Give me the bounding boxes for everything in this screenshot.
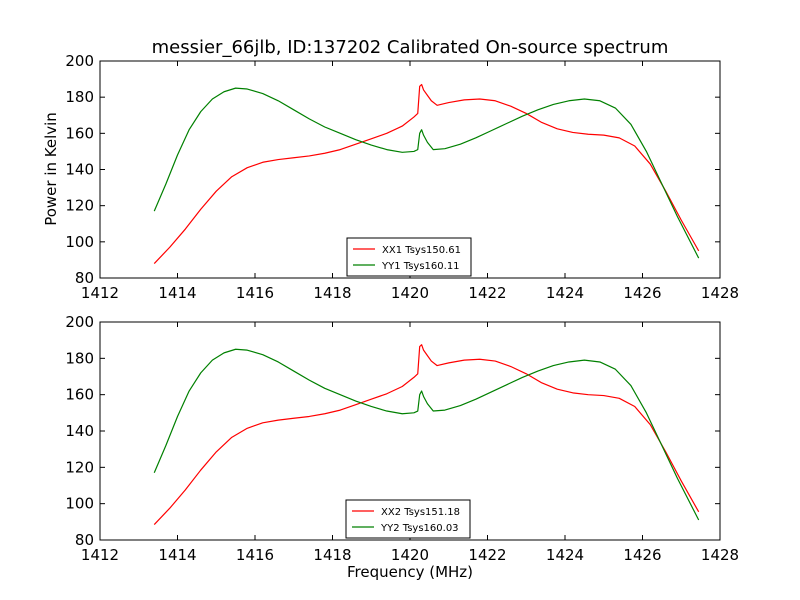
legend-label: XX1 Tsys150.61 (382, 245, 461, 256)
x-tick-label: 1412 (81, 546, 119, 564)
series-line-yy (153, 87, 700, 259)
y-tick-label: 120 (65, 197, 94, 215)
figure-title: messier_66jlb, ID:137202 Calibrated On-s… (152, 37, 669, 58)
series-line-xx (153, 344, 700, 525)
y-tick-label: 160 (65, 386, 94, 404)
x-tick-label: 1416 (236, 284, 274, 302)
y-tick-label: 140 (65, 161, 94, 179)
x-tick-label: 1414 (158, 546, 196, 564)
legend-box (346, 237, 472, 277)
legend: XX2 Tsys151.18 YY2 Tsys160.03 (345, 499, 471, 539)
x-axis-label: Frequency (MHz) (347, 563, 473, 581)
series-line-xx (153, 83, 700, 264)
y-tick-label: 200 (65, 52, 94, 70)
y-tick-label: 120 (65, 458, 94, 476)
legend-label: YY2 Tsys160.03 (380, 523, 459, 534)
y-tick-label: 140 (65, 422, 94, 440)
y-tick-label: 80 (75, 269, 94, 287)
x-tick-label: 1426 (623, 284, 661, 302)
x-tick-label: 1422 (468, 284, 506, 302)
y-tick-label: 100 (65, 233, 94, 251)
x-tick-label: 1428 (701, 284, 739, 302)
x-tick-label: 1420 (391, 284, 429, 302)
y-tick-label: 80 (75, 531, 94, 549)
series-line-yy (153, 348, 700, 521)
x-tick-label: 1418 (313, 546, 351, 564)
x-tick-label: 1414 (158, 284, 196, 302)
bottom-subplot: 1412 1414 1416 1418 1420 1422 1424 1426 1428 80 10… (65, 313, 739, 564)
x-tick-label: 1428 (701, 546, 739, 564)
y-tick-label: 160 (65, 124, 94, 142)
x-tick-label: 1424 (546, 546, 584, 564)
x-tick-label: 1416 (236, 546, 274, 564)
x-tick-label: 1422 (468, 546, 506, 564)
y-tick-label: 100 (65, 495, 94, 513)
y-axis-label: Power in Kelvin (42, 112, 60, 226)
x-tick-label: 1412 (81, 284, 119, 302)
x-tick-label: 1426 (623, 546, 661, 564)
legend-box (345, 499, 471, 539)
y-tick-label: 180 (65, 349, 94, 367)
x-tick-label: 1424 (546, 284, 584, 302)
top-subplot: 1412 1414 1416 1418 1420 1422 1424 1426 1428 80 10… (65, 52, 739, 302)
x-tick-label: 1418 (313, 284, 351, 302)
y-tick-label: 180 (65, 88, 94, 106)
legend-label: XX2 Tsys151.18 (381, 507, 460, 518)
legend-label: YY1 Tsys160.11 (381, 261, 460, 272)
y-tick-label: 200 (65, 313, 94, 331)
legend: XX1 Tsys150.61 YY1 Tsys160.11 (346, 237, 472, 277)
x-tick-label: 1420 (391, 546, 429, 564)
